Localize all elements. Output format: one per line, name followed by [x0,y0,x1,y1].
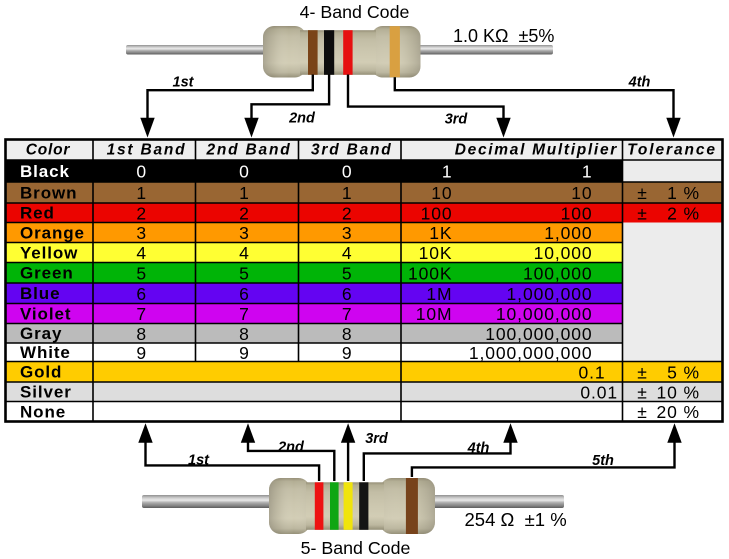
svg-text:100: 100 [421,203,453,223]
svg-text:9: 9 [342,343,352,363]
svg-text:1,000: 1,000 [544,223,592,243]
svg-text:4- Band Code: 4- Band Code [300,2,410,22]
svg-text:±: ± [637,203,647,223]
svg-text:1.0 KΩ ±5%: 1.0 KΩ ±5% [453,26,554,46]
svg-text:3rd: 3rd [445,112,469,128]
svg-text:10,000: 10,000 [534,243,593,263]
svg-text:4: 4 [342,243,352,263]
svg-text:1,000,000: 1,000,000 [507,284,593,304]
svg-text:4: 4 [239,243,249,263]
svg-text:Silver: Silver [20,383,72,402]
svg-text:10K: 10K [419,243,453,263]
svg-text:4: 4 [136,243,146,263]
svg-text:Decimal Multiplier: Decimal Multiplier [455,142,618,159]
svg-text:Orange: Orange [20,223,85,242]
svg-text:Blue: Blue [20,284,60,303]
svg-text:5 %: 5 % [667,362,700,382]
svg-text:Color: Color [26,142,71,159]
svg-text:2: 2 [239,203,249,223]
svg-text:1K: 1K [429,223,452,243]
svg-text:10M: 10M [416,304,453,324]
svg-text:Tolerance: Tolerance [627,142,717,159]
svg-text:7: 7 [342,304,352,324]
svg-text:1: 1 [239,183,249,203]
svg-text:4th: 4th [467,441,490,457]
svg-text:2 %: 2 % [667,203,700,223]
svg-text:8: 8 [136,324,146,344]
svg-text:254 Ω ±1 %: 254 Ω ±1 % [465,509,567,530]
svg-text:2nd Band: 2nd Band [205,142,291,159]
svg-text:±: ± [637,402,647,422]
svg-text:0: 0 [239,162,249,182]
svg-text:Brown: Brown [20,183,77,202]
svg-text:3rd: 3rd [365,431,389,447]
svg-text:5: 5 [342,263,352,283]
svg-text:1: 1 [442,162,453,182]
svg-text:100,000,000: 100,000,000 [485,324,592,344]
svg-text:1,000,000,000: 1,000,000,000 [469,343,593,363]
svg-text:Gold: Gold [20,363,62,382]
svg-text:5th: 5th [592,453,614,469]
svg-text:Gray: Gray [20,324,62,343]
svg-text:6: 6 [239,284,249,304]
svg-text:1st: 1st [173,75,195,91]
svg-text:0.01: 0.01 [580,382,618,402]
svg-text:±: ± [637,183,647,203]
svg-text:None: None [20,402,66,421]
svg-text:100: 100 [561,203,593,223]
svg-text:6: 6 [136,284,146,304]
svg-text:0.1: 0.1 [578,362,605,382]
svg-text:3rd Band: 3rd Band [311,142,393,159]
svg-text:5: 5 [239,263,249,283]
svg-text:100,000: 100,000 [523,263,593,283]
svg-text:0: 0 [136,162,146,182]
svg-text:White: White [20,343,71,362]
svg-text:2nd: 2nd [277,440,305,456]
svg-text:9: 9 [239,343,249,363]
svg-text:6: 6 [342,284,352,304]
svg-text:20 %: 20 % [657,402,701,422]
svg-text:1st Band: 1st Band [107,142,187,159]
svg-text:±: ± [637,382,647,402]
svg-text:1st: 1st [188,453,210,469]
svg-text:2: 2 [342,203,352,223]
svg-text:5- Band Code: 5- Band Code [301,538,411,558]
svg-text:8: 8 [239,324,249,344]
svg-text:3: 3 [136,223,146,243]
svg-text:Yellow: Yellow [20,243,78,262]
svg-text:10: 10 [431,183,452,203]
svg-text:4th: 4th [628,75,651,91]
svg-text:10: 10 [571,183,592,203]
svg-text:7: 7 [239,304,249,324]
svg-text:10,000,000: 10,000,000 [496,304,593,324]
svg-text:Red: Red [20,204,55,223]
svg-text:0: 0 [342,162,352,182]
svg-text:1 %: 1 % [667,183,700,203]
svg-text:2: 2 [136,203,146,223]
svg-text:1M: 1M [426,284,452,304]
svg-text:100K: 100K [408,263,452,283]
svg-text:1: 1 [582,162,593,182]
svg-text:3: 3 [342,223,352,243]
svg-text:10 %: 10 % [657,382,701,402]
svg-text:7: 7 [136,304,146,324]
svg-text:Black: Black [20,162,70,181]
svg-text:1: 1 [136,183,146,203]
svg-text:8: 8 [342,324,352,344]
svg-text:3: 3 [239,223,249,243]
svg-text:±: ± [637,362,647,382]
svg-text:9: 9 [136,343,146,363]
svg-text:Violet: Violet [20,304,71,323]
svg-text:2nd: 2nd [288,111,316,127]
svg-text:Green: Green [20,264,74,283]
svg-text:5: 5 [136,263,146,283]
svg-text:1: 1 [342,183,352,203]
